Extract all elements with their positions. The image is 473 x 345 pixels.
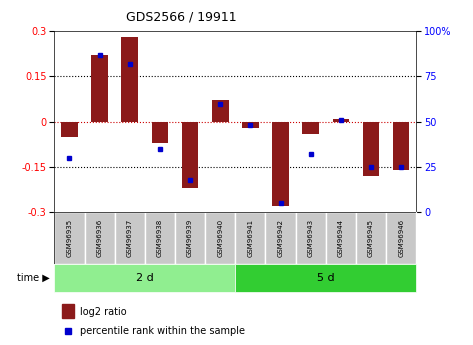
Text: 5 d: 5 d (317, 273, 334, 283)
Bar (122, 37, 138, 122)
Text: GSM96939: GSM96939 (187, 219, 193, 257)
Text: GSM96943: GSM96943 (308, 219, 314, 257)
Text: GSM96946: GSM96946 (398, 219, 404, 257)
Text: GSM96938: GSM96938 (157, 219, 163, 257)
Bar (333, 119, 349, 122)
Bar (182, 122, 198, 188)
Bar (212, 100, 228, 122)
Bar (54, 212, 85, 264)
Bar (363, 122, 379, 176)
Text: log2 ratio: log2 ratio (80, 307, 126, 317)
Bar (145, 212, 175, 264)
Bar (272, 122, 289, 206)
Bar (91, 55, 108, 122)
Bar (235, 212, 265, 264)
Text: GSM96937: GSM96937 (127, 219, 133, 257)
Text: GSM96945: GSM96945 (368, 219, 374, 257)
Bar (85, 212, 114, 264)
Bar (296, 212, 326, 264)
Bar (205, 212, 235, 264)
Text: GSM96935: GSM96935 (67, 219, 72, 257)
Bar (265, 212, 296, 264)
Bar (326, 212, 356, 264)
Text: 2 d: 2 d (136, 273, 154, 283)
Bar (386, 212, 416, 264)
Bar (61, 304, 74, 317)
Text: time ▶: time ▶ (17, 273, 50, 283)
Bar (393, 122, 410, 170)
Text: GSM96941: GSM96941 (247, 219, 254, 257)
Bar (302, 122, 319, 134)
Text: GSM96942: GSM96942 (278, 219, 283, 257)
Text: GSM96936: GSM96936 (96, 219, 103, 257)
Bar (54, 264, 235, 292)
Bar (356, 212, 386, 264)
Bar (114, 212, 145, 264)
Bar (61, 122, 78, 137)
Bar (152, 122, 168, 143)
Bar (175, 212, 205, 264)
Text: GSM96944: GSM96944 (338, 219, 344, 257)
Bar (242, 122, 259, 128)
Text: GSM96940: GSM96940 (217, 219, 223, 257)
Bar (235, 264, 416, 292)
Text: GDS2566 / 19911: GDS2566 / 19911 (126, 10, 236, 23)
Text: percentile rank within the sample: percentile rank within the sample (80, 326, 245, 336)
